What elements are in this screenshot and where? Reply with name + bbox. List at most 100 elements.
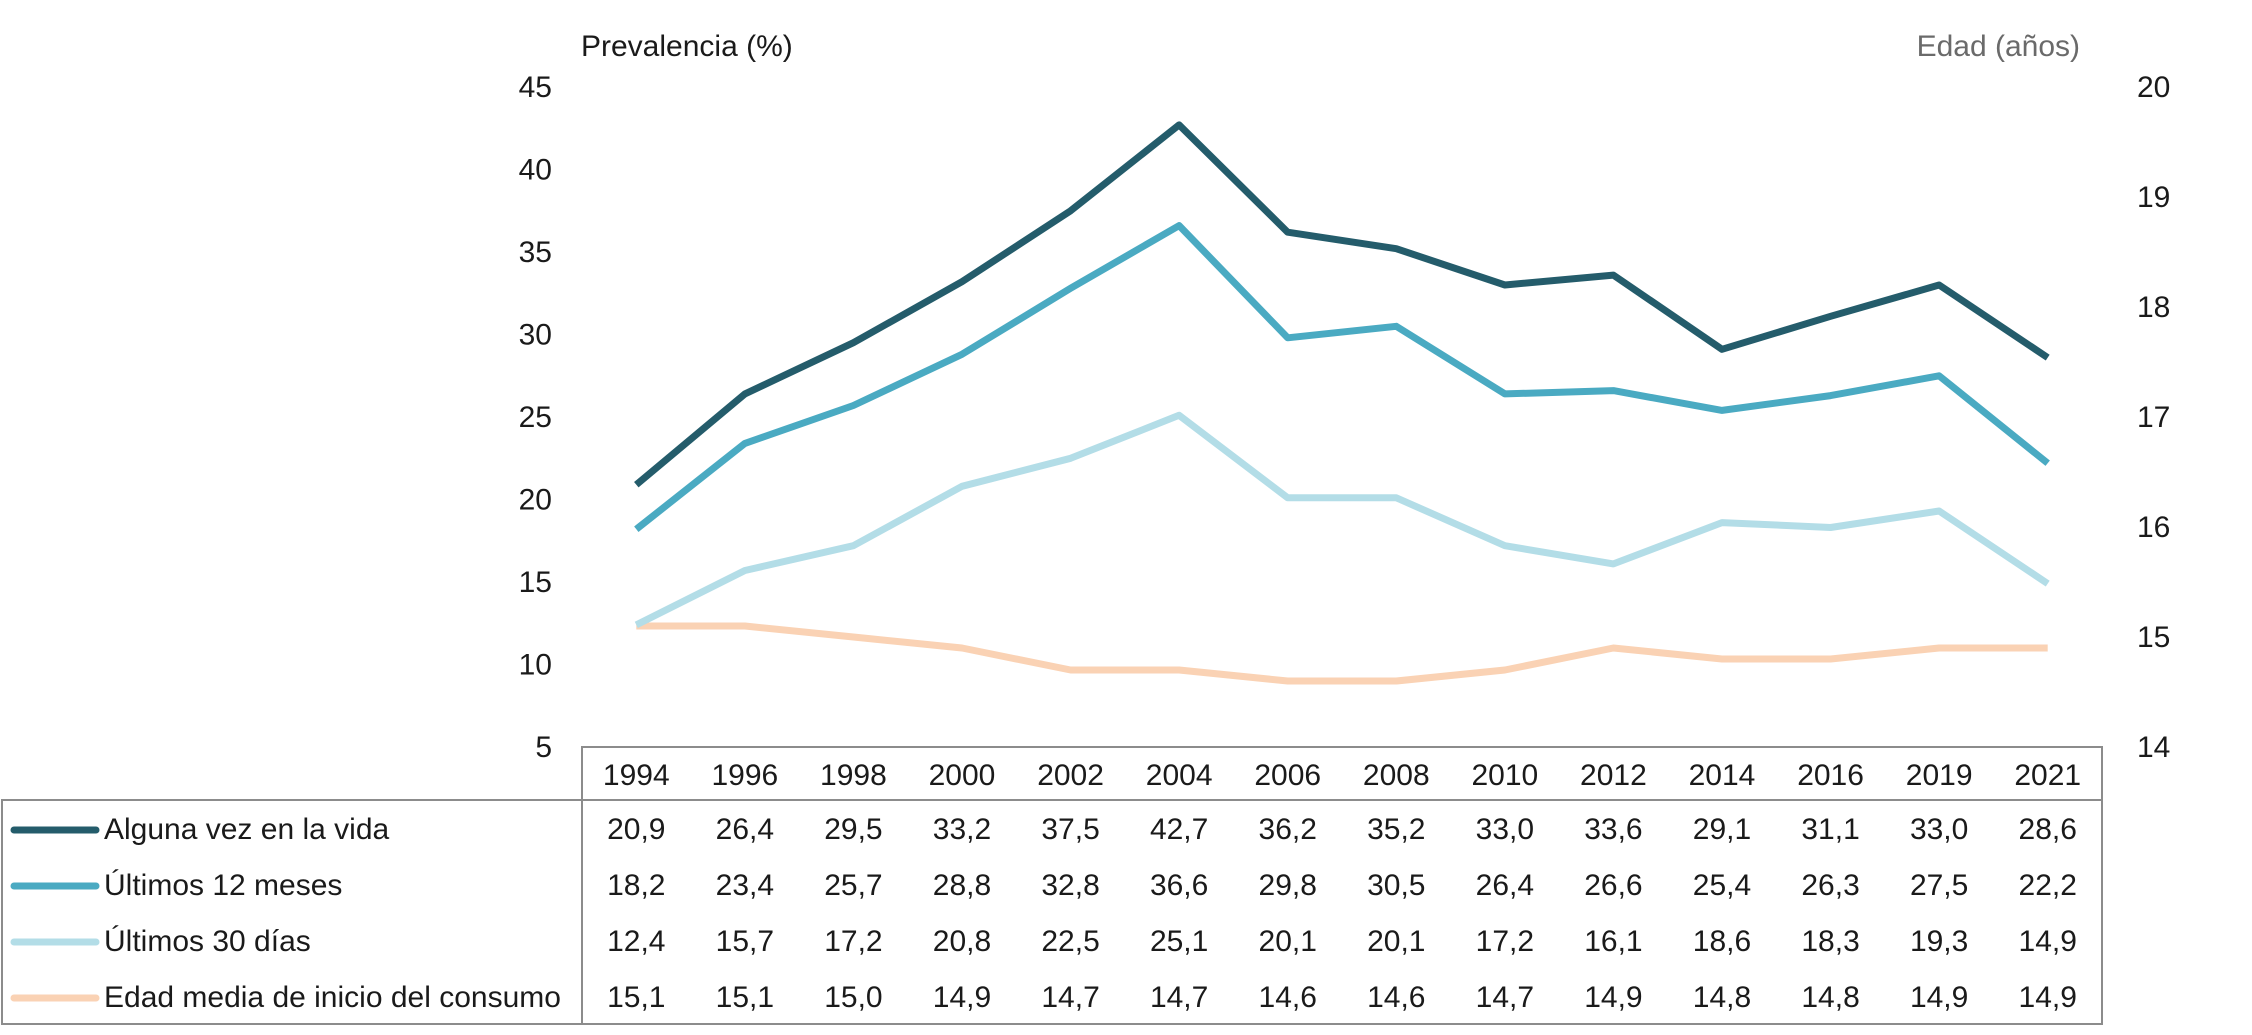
right-axis-tick-label: 19 — [2137, 181, 2170, 214]
x-tick-label: 2004 — [1146, 759, 1213, 792]
series-line-3 — [634, 411, 2050, 629]
table-cell: 15,7 — [716, 925, 774, 958]
data-table: 1994 1996 1998 2000 2002 2004 2006 2008 2010 2012… — [1, 746, 2103, 1025]
x-tick-label: 1996 — [711, 759, 778, 792]
x-tick-label: 2021 — [2014, 759, 2081, 792]
right-axis-ticks: 20 19 18 17 16 15 14 — [2137, 71, 2170, 764]
table-cell: 29,5 — [824, 813, 882, 846]
table-cell: 14,9 — [933, 981, 991, 1014]
table-cell: 14,8 — [1801, 981, 1859, 1014]
table-cell: 33,6 — [1584, 813, 1642, 846]
table-cell: 25,4 — [1693, 869, 1751, 902]
table-cell: 18,3 — [1801, 925, 1859, 958]
x-tick-label: 2016 — [1797, 759, 1864, 792]
table-cell: 17,2 — [824, 925, 882, 958]
table-cell: 14,6 — [1367, 981, 1425, 1014]
table-cell: 36,2 — [1259, 813, 1317, 846]
table-cell: 26,4 — [1476, 869, 1534, 902]
table-cell: 20,1 — [1259, 925, 1317, 958]
series-lines — [634, 121, 2050, 685]
table-cell: 14,7 — [1476, 981, 1534, 1014]
table-cell: 22,5 — [1041, 925, 1099, 958]
left-axis-ticks: 45 40 35 30 25 20 15 10 5 — [519, 71, 552, 764]
right-axis-tick-label: 16 — [2137, 511, 2170, 544]
table-cell: 17,2 — [1476, 925, 1534, 958]
series-line-2 — [634, 222, 2050, 532]
left-axis-tick-label: 15 — [519, 566, 552, 599]
table-cell: 42,7 — [1150, 813, 1208, 846]
table-cell: 14,8 — [1693, 981, 1751, 1014]
legend-label-2: Últimos 12 meses — [104, 869, 342, 902]
x-tick-label: 1994 — [603, 759, 670, 792]
left-axis-tick-label: 10 — [519, 649, 552, 682]
table-cell: 14,9 — [2019, 981, 2077, 1014]
table-cell: 14,7 — [1150, 981, 1208, 1014]
right-axis-title: Edad (años) — [1917, 30, 2080, 63]
table-cell: 20,9 — [607, 813, 665, 846]
right-axis-tick-label: 15 — [2137, 621, 2170, 654]
table-cell: 20,1 — [1367, 925, 1425, 958]
legend-label-3: Últimos 30 días — [104, 925, 311, 958]
table-cell: 36,6 — [1150, 869, 1208, 902]
legend-label-1: Alguna vez en la vida — [104, 813, 390, 846]
table-cell: 25,1 — [1150, 925, 1208, 958]
left-axis-title: Prevalencia (%) — [581, 30, 793, 63]
table-cell: 14,6 — [1259, 981, 1317, 1014]
x-tick-label: 2014 — [1689, 759, 1756, 792]
table-cell: 15,0 — [824, 981, 882, 1014]
table-cell: 30,5 — [1367, 869, 1425, 902]
x-tick-label: 2006 — [1254, 759, 1321, 792]
table-cell: 20,8 — [933, 925, 991, 958]
table-cell: 29,1 — [1693, 813, 1751, 846]
table-cell: 19,3 — [1910, 925, 1968, 958]
left-axis-tick-label: 25 — [519, 401, 552, 434]
x-tick-label: 2012 — [1580, 759, 1647, 792]
table-cell: 26,6 — [1584, 869, 1642, 902]
series-line-1 — [634, 121, 2050, 488]
table-cell: 14,9 — [1584, 981, 1642, 1014]
table-cell: 28,6 — [2019, 813, 2077, 846]
x-tick-label: 2002 — [1037, 759, 1104, 792]
right-axis-tick-label: 14 — [2137, 731, 2170, 764]
table-cell: 31,1 — [1801, 813, 1859, 846]
x-tick-label: 2008 — [1363, 759, 1430, 792]
left-axis-tick-label: 35 — [519, 236, 552, 269]
left-axis-tick-label: 40 — [519, 154, 552, 187]
x-tick-label: 2000 — [929, 759, 996, 792]
series-line-4 — [636, 622, 2048, 685]
table-cell: 29,8 — [1259, 869, 1317, 902]
table-cell: 33,0 — [1476, 813, 1534, 846]
table-cell: 28,8 — [933, 869, 991, 902]
table-cell: 37,5 — [1041, 813, 1099, 846]
table-cell: 25,7 — [824, 869, 882, 902]
left-axis-tick-label: 30 — [519, 319, 552, 352]
table-cell: 32,8 — [1041, 869, 1099, 902]
table-cell: 14,7 — [1041, 981, 1099, 1014]
x-tick-label: 2019 — [1906, 759, 1973, 792]
left-axis-tick-label: 20 — [519, 484, 552, 517]
table-body-border — [1, 799, 2103, 1025]
table-cell: 22,2 — [2019, 869, 2077, 902]
table-cell: 14,9 — [1910, 981, 1968, 1014]
table-cell: 26,4 — [716, 813, 774, 846]
right-axis-tick-label: 17 — [2137, 401, 2170, 434]
table-header-border — [581, 746, 2103, 801]
left-axis-tick-label: 45 — [519, 71, 552, 104]
table-cell: 16,1 — [1584, 925, 1642, 958]
table-cell: 35,2 — [1367, 813, 1425, 846]
legend-label-4: Edad media de inicio del consumo — [104, 981, 561, 1014]
table-cell: 27,5 — [1910, 869, 1968, 902]
table-cell: 15,1 — [716, 981, 774, 1014]
table-cell: 14,9 — [2019, 925, 2077, 958]
table-cell: 33,0 — [1910, 813, 1968, 846]
table-cell: 18,2 — [607, 869, 665, 902]
x-tick-label: 1998 — [820, 759, 887, 792]
table-cell: 12,4 — [607, 925, 665, 958]
table-cell: 23,4 — [716, 869, 774, 902]
table-cell: 33,2 — [933, 813, 991, 846]
table-cell: 15,1 — [607, 981, 665, 1014]
x-tick-label: 2010 — [1471, 759, 1538, 792]
table-cell: 26,3 — [1801, 869, 1859, 902]
right-axis-tick-label: 20 — [2137, 71, 2170, 104]
